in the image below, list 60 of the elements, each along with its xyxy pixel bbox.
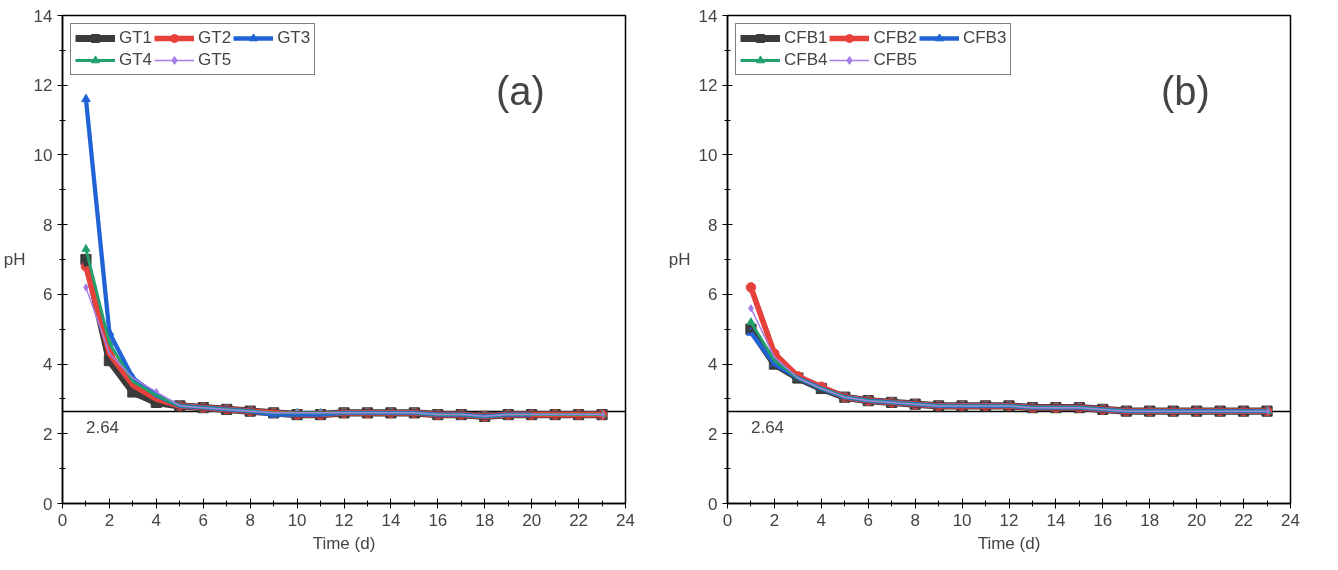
x-tick-label: 22 xyxy=(569,510,589,530)
y-tick-label: 6 xyxy=(43,285,53,305)
annotation: (a) xyxy=(496,69,545,114)
x-tick-label: 8 xyxy=(910,510,920,530)
x-tick-label: 16 xyxy=(1093,510,1113,530)
legend-label: GT1 xyxy=(119,28,153,48)
x-tick-label: 24 xyxy=(1281,510,1300,530)
legend-label: CFB1 xyxy=(784,28,828,48)
y-tick-label: 10 xyxy=(33,145,53,165)
y-tick-label: 10 xyxy=(698,145,718,165)
x-tick-label: 2 xyxy=(769,510,780,530)
ref-line-label: 2.64 xyxy=(85,418,120,438)
legend-label: CFB4 xyxy=(784,50,828,70)
legend-label: GT4 xyxy=(119,50,153,70)
y-tick-label: 8 xyxy=(708,215,718,235)
legend-label: GT2 xyxy=(198,28,232,48)
y-tick-label: 12 xyxy=(698,76,718,96)
x-tick-label: 0 xyxy=(722,510,733,530)
x-tick-label: 22 xyxy=(1234,510,1254,530)
y-tick-label: 4 xyxy=(43,355,53,375)
x-tick-label: 4 xyxy=(151,510,162,530)
x-axis-title: Time (d) xyxy=(312,533,376,553)
y-tick-label: 2 xyxy=(708,424,718,444)
legend-label: CFB5 xyxy=(873,50,917,70)
x-tick-label: 24 xyxy=(616,510,635,530)
y-tick-label: 12 xyxy=(33,76,53,96)
ref-line-label: 2.64 xyxy=(750,418,785,438)
annotation: (b) xyxy=(1161,69,1210,114)
legend-label: GT3 xyxy=(277,28,311,48)
y-axis-title: pH xyxy=(668,250,691,269)
y-tick-label: 0 xyxy=(708,494,718,514)
legend-label: GT5 xyxy=(198,50,232,70)
y-tick-label: 14 xyxy=(33,6,53,26)
x-tick-label: 8 xyxy=(245,510,255,530)
x-tick-label: 2 xyxy=(104,510,115,530)
x-tick-label: 16 xyxy=(428,510,448,530)
x-tick-label: 18 xyxy=(1140,510,1160,530)
x-tick-label: 18 xyxy=(475,510,495,530)
legend-label: CFB2 xyxy=(873,28,917,48)
x-axis-title: Time (d) xyxy=(977,533,1041,553)
y-axis-title: pH xyxy=(3,250,26,269)
y-tick-label: 0 xyxy=(43,494,53,514)
x-tick-label: 10 xyxy=(287,510,307,530)
legend-label: CFB3 xyxy=(962,28,1007,48)
x-tick-label: 10 xyxy=(952,510,972,530)
x-tick-label: 6 xyxy=(198,510,208,530)
y-tick-label: 14 xyxy=(698,6,718,26)
x-tick-label: 4 xyxy=(816,510,827,530)
x-tick-label: 14 xyxy=(1046,510,1066,530)
x-tick-label: 0 xyxy=(57,510,68,530)
y-tick-label: 6 xyxy=(708,285,718,305)
y-tick-label: 2 xyxy=(43,424,53,444)
x-tick-label: 12 xyxy=(334,510,354,530)
x-tick-label: 20 xyxy=(1187,510,1207,530)
y-tick-label: 8 xyxy=(43,215,53,235)
x-tick-label: 6 xyxy=(863,510,873,530)
x-tick-label: 12 xyxy=(999,510,1019,530)
x-tick-label: 20 xyxy=(522,510,542,530)
y-tick-label: 4 xyxy=(708,355,718,375)
x-tick-label: 14 xyxy=(381,510,401,530)
